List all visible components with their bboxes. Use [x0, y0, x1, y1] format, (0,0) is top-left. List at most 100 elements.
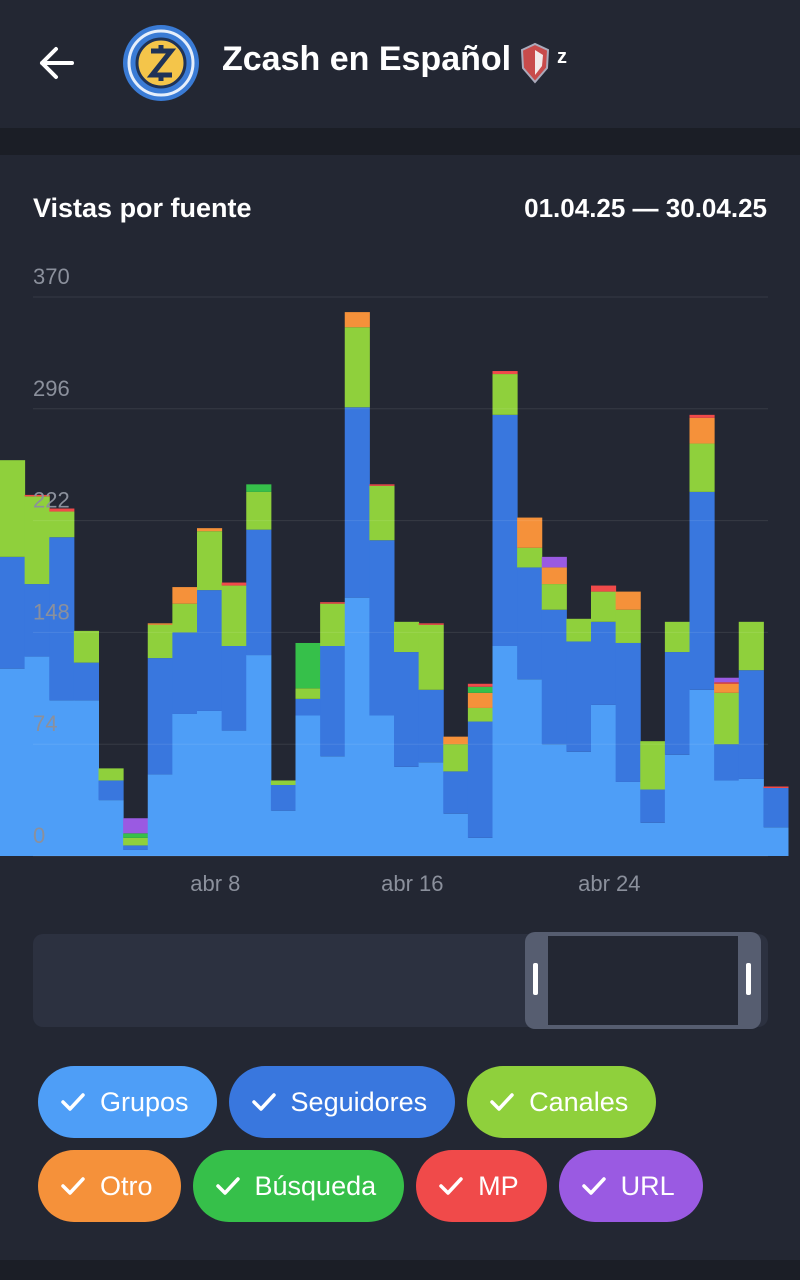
bar-segment — [344, 327, 370, 408]
bar-segment — [246, 529, 272, 656]
overview[interactable] — [33, 932, 768, 1029]
bar-segment — [172, 603, 198, 633]
bar-segment — [689, 417, 715, 444]
bar-segment — [197, 710, 223, 856]
bar-segment — [197, 590, 223, 711]
check-icon — [490, 1093, 514, 1111]
bar-segment — [615, 642, 641, 782]
legend-chip[interactable]: MP — [416, 1150, 547, 1222]
bar-segment — [541, 556, 567, 568]
bar-segment — [98, 768, 124, 781]
x-tick-label: abr 24 — [578, 871, 640, 896]
bar-segment — [541, 567, 567, 585]
y-tick-label: 370 — [33, 264, 70, 289]
bar-segment — [49, 700, 75, 856]
legend-chip[interactable]: Grupos — [38, 1066, 217, 1138]
bar-segment — [172, 632, 198, 714]
bar-segment — [541, 609, 567, 745]
bar-segment — [123, 833, 149, 838]
badge: z — [557, 46, 567, 68]
bar-segment — [467, 686, 493, 693]
legend: Grupos Seguidores Canales Otro Búsqueda MP URL — [38, 1066, 768, 1222]
bar-segment — [24, 494, 50, 497]
bar-segment — [147, 624, 173, 659]
legend-chip[interactable]: Canales — [467, 1066, 657, 1138]
bar-segment — [295, 688, 321, 699]
bar-segment — [541, 744, 567, 856]
bar-segment — [246, 484, 272, 492]
bar-segment — [344, 597, 370, 856]
bar-segment — [123, 849, 149, 856]
bar-segment — [123, 818, 149, 834]
bar-segment — [541, 584, 567, 610]
legend-chip[interactable]: URL — [558, 1150, 703, 1222]
bar-segment — [221, 585, 247, 646]
bar-segment — [369, 485, 395, 541]
bar-segment — [221, 582, 247, 586]
x-tick-label: abr 8 — [190, 871, 240, 896]
legend-label: URL — [620, 1170, 675, 1201]
bar-segment — [640, 822, 666, 856]
bar-segment — [270, 780, 296, 785]
bar-segment — [689, 414, 715, 418]
bar-segment — [418, 623, 444, 625]
badge-shield — [520, 42, 550, 84]
bar-segment — [344, 407, 370, 598]
bar-segment — [467, 721, 493, 838]
bar-segment — [492, 645, 518, 856]
legend-label: Otro — [100, 1170, 153, 1201]
bar-segment — [369, 715, 395, 856]
bar-segment — [566, 618, 592, 642]
bar-segment — [394, 652, 420, 767]
channel-title: Zcash en Español — [222, 40, 512, 78]
bar-segment — [320, 602, 346, 604]
bar-segment — [591, 704, 617, 856]
legend-label: Grupos — [100, 1086, 189, 1117]
bar-segment — [369, 484, 395, 486]
bar-segment — [689, 689, 715, 856]
bar-segment — [418, 762, 444, 856]
bar-segment — [492, 371, 518, 375]
bar-segment — [615, 781, 641, 856]
bar-segment — [394, 621, 420, 653]
legend-label: Búsqueda — [254, 1170, 377, 1201]
bar-segment — [73, 630, 99, 663]
bar-segment — [664, 621, 690, 653]
bar-segment — [295, 715, 321, 856]
y-tick-label: 0 — [33, 823, 45, 848]
bar-segment — [763, 788, 789, 828]
bar-segment — [640, 741, 666, 790]
bar-segment — [566, 751, 592, 856]
legend-chip[interactable]: Otro — [38, 1150, 181, 1222]
chart-title: Vistas por fuente — [33, 193, 252, 223]
bar-segment — [147, 658, 173, 775]
bar-segment — [664, 754, 690, 856]
bar-segment — [566, 641, 592, 752]
check-icon — [439, 1177, 463, 1195]
legend-label: MP — [478, 1170, 519, 1201]
bar-segment — [763, 786, 789, 789]
legend-label: Canales — [529, 1086, 629, 1117]
bar-segment — [49, 508, 75, 512]
bar-segment — [295, 642, 321, 689]
bar-segment — [443, 744, 469, 772]
bar-segment — [147, 623, 173, 625]
legend-chip[interactable]: Seguidores — [228, 1066, 456, 1138]
bars — [0, 312, 789, 856]
back-button[interactable] — [40, 47, 74, 79]
legend-label: Seguidores — [290, 1086, 428, 1117]
bar-segment — [394, 766, 420, 856]
check-icon — [581, 1177, 606, 1195]
check-icon — [251, 1093, 276, 1111]
legend-chip[interactable]: Búsqueda — [192, 1150, 405, 1222]
bar-segment — [24, 656, 50, 856]
bar-segment — [714, 744, 740, 781]
bar-segment — [49, 537, 75, 701]
bar-segment — [517, 517, 543, 548]
bar-segment — [714, 780, 740, 856]
bar-segment — [640, 789, 666, 823]
bar-segment — [714, 682, 740, 684]
bar-segment — [172, 587, 198, 604]
bar-segment — [0, 556, 26, 669]
bar-segment — [270, 810, 296, 856]
